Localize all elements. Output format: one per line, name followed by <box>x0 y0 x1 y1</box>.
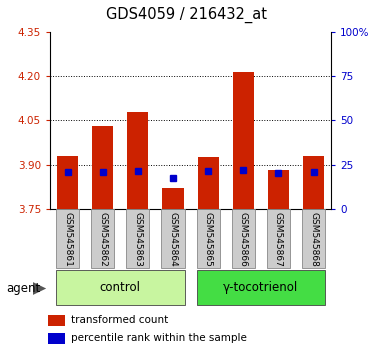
Bar <box>303 156 324 209</box>
Bar <box>198 157 219 209</box>
FancyBboxPatch shape <box>91 210 114 268</box>
Bar <box>92 126 113 209</box>
FancyBboxPatch shape <box>126 210 149 268</box>
Text: GSM545867: GSM545867 <box>274 211 283 267</box>
Bar <box>162 188 184 209</box>
Text: GDS4059 / 216432_at: GDS4059 / 216432_at <box>106 7 267 23</box>
Bar <box>233 72 254 209</box>
Bar <box>268 170 289 209</box>
Text: GSM545861: GSM545861 <box>63 211 72 267</box>
Text: control: control <box>100 281 141 294</box>
Text: GSM545866: GSM545866 <box>239 211 248 267</box>
Bar <box>57 156 78 209</box>
Text: transformed count: transformed count <box>71 315 169 325</box>
FancyBboxPatch shape <box>197 270 325 306</box>
Text: GSM545865: GSM545865 <box>204 211 213 267</box>
FancyBboxPatch shape <box>302 210 325 268</box>
Text: GSM545863: GSM545863 <box>133 211 142 267</box>
FancyBboxPatch shape <box>56 270 184 306</box>
FancyBboxPatch shape <box>197 210 220 268</box>
Text: γ-tocotrienol: γ-tocotrienol <box>223 281 298 294</box>
FancyBboxPatch shape <box>56 210 79 268</box>
Text: GSM545862: GSM545862 <box>98 212 107 266</box>
Text: agent: agent <box>6 282 40 295</box>
Text: GSM545868: GSM545868 <box>309 211 318 267</box>
Text: GSM545864: GSM545864 <box>169 212 177 266</box>
Text: percentile rank within the sample: percentile rank within the sample <box>71 333 247 343</box>
Bar <box>127 112 148 209</box>
FancyBboxPatch shape <box>161 210 184 268</box>
Polygon shape <box>33 282 46 295</box>
FancyBboxPatch shape <box>232 210 255 268</box>
Bar <box>49 332 65 344</box>
FancyBboxPatch shape <box>267 210 290 268</box>
Bar <box>49 315 65 326</box>
